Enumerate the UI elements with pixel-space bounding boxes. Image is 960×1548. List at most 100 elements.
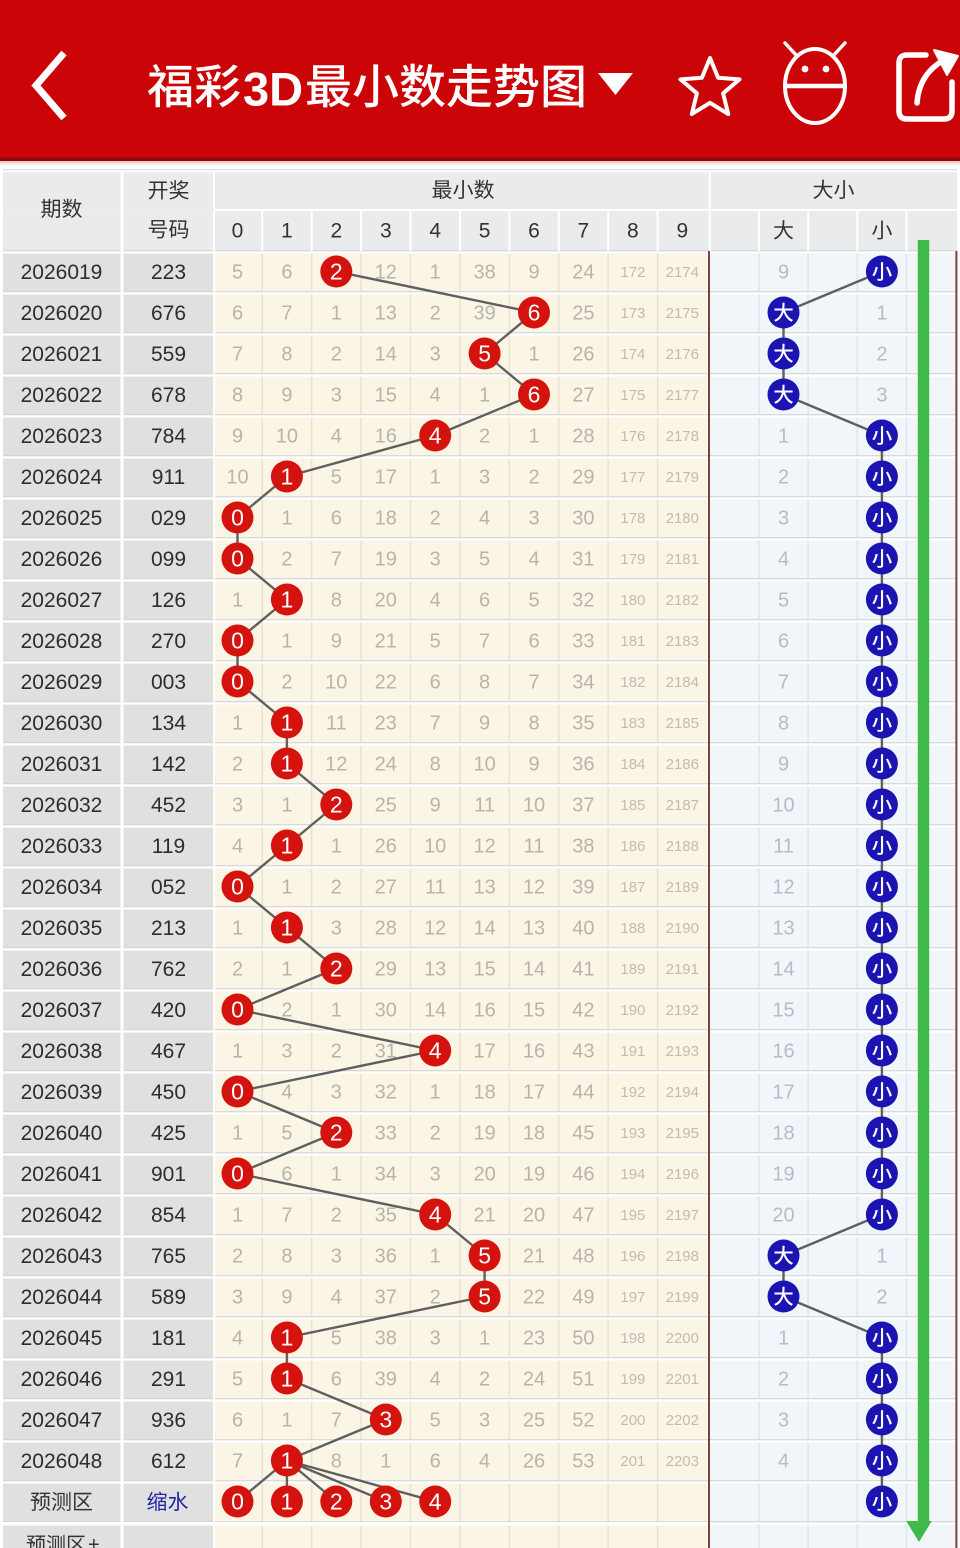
svg-text:7: 7 — [430, 713, 441, 735]
svg-text:2026031: 2026031 — [21, 753, 103, 776]
svg-text:7: 7 — [578, 220, 590, 243]
svg-text:8: 8 — [627, 220, 639, 243]
svg-text:425: 425 — [151, 1122, 186, 1145]
svg-text:6: 6 — [430, 1451, 441, 1473]
svg-text:19: 19 — [772, 1164, 794, 1186]
svg-text:2026036: 2026036 — [21, 958, 103, 981]
svg-text:2026040: 2026040 — [21, 1122, 103, 1145]
svg-text:2: 2 — [876, 344, 887, 366]
svg-text:1: 1 — [281, 915, 294, 941]
svg-text:16: 16 — [473, 1000, 495, 1022]
svg-text:052: 052 — [151, 876, 186, 899]
svg-text:15: 15 — [375, 385, 397, 407]
svg-text:5: 5 — [528, 590, 539, 612]
svg-text:186: 186 — [620, 838, 645, 855]
svg-text:2026041: 2026041 — [21, 1163, 103, 1186]
svg-text:2189: 2189 — [666, 879, 699, 896]
svg-text:1: 1 — [281, 464, 294, 490]
svg-text:3: 3 — [281, 1041, 292, 1063]
svg-text:2: 2 — [479, 426, 490, 448]
svg-text:3: 3 — [380, 220, 392, 243]
svg-text:43: 43 — [572, 1041, 594, 1063]
svg-text:2203: 2203 — [666, 1453, 699, 1470]
svg-text:14: 14 — [375, 344, 397, 366]
svg-text:7: 7 — [232, 1451, 243, 1473]
svg-text:10: 10 — [523, 795, 545, 817]
svg-text:0: 0 — [231, 505, 244, 531]
svg-text:46: 46 — [572, 1164, 594, 1186]
svg-text:2: 2 — [331, 1205, 342, 1227]
svg-text:9: 9 — [281, 1287, 292, 1309]
svg-text:28: 28 — [375, 918, 397, 940]
svg-text:173: 173 — [620, 305, 645, 322]
svg-text:126: 126 — [151, 589, 186, 612]
svg-text:179: 179 — [620, 551, 645, 568]
svg-text:14: 14 — [772, 959, 794, 981]
svg-text:12: 12 — [523, 877, 545, 899]
svg-text:26: 26 — [523, 1451, 545, 1473]
svg-text:5: 5 — [778, 590, 789, 612]
svg-text:589: 589 — [151, 1286, 186, 1309]
svg-text:32: 32 — [572, 590, 594, 612]
svg-text:32: 32 — [375, 1082, 397, 1104]
svg-text:2026030: 2026030 — [21, 712, 103, 735]
svg-text:142: 142 — [151, 753, 186, 776]
svg-text:36: 36 — [375, 1246, 397, 1268]
svg-text:22: 22 — [375, 672, 397, 694]
svg-text:8: 8 — [232, 385, 243, 407]
svg-text:2026046: 2026046 — [21, 1368, 103, 1391]
svg-text:2026035: 2026035 — [21, 917, 103, 940]
svg-text:13: 13 — [473, 877, 495, 899]
svg-text:8: 8 — [430, 754, 441, 776]
svg-text:3: 3 — [430, 1164, 441, 1186]
svg-text:13: 13 — [523, 918, 545, 940]
svg-text:9: 9 — [331, 631, 342, 653]
svg-text:2: 2 — [479, 1369, 490, 1391]
svg-text:6: 6 — [281, 1164, 292, 1186]
svg-text:2188: 2188 — [666, 838, 699, 855]
svg-text:2: 2 — [281, 1000, 292, 1022]
svg-text:6: 6 — [778, 631, 789, 653]
svg-text:6: 6 — [528, 300, 541, 326]
svg-text:5: 5 — [232, 262, 243, 284]
svg-text:119: 119 — [152, 835, 185, 858]
svg-text:1: 1 — [778, 1328, 789, 1350]
svg-text:21: 21 — [473, 1205, 495, 1227]
svg-text:16: 16 — [375, 426, 397, 448]
svg-text:187: 187 — [620, 879, 645, 896]
svg-text:6: 6 — [528, 631, 539, 653]
svg-text:8: 8 — [778, 713, 789, 735]
svg-text:15: 15 — [473, 959, 495, 981]
svg-text:5: 5 — [430, 1410, 441, 1432]
svg-text:9: 9 — [479, 713, 490, 735]
svg-text:2026047: 2026047 — [21, 1409, 103, 1432]
svg-text:676: 676 — [151, 302, 186, 325]
svg-text:0: 0 — [231, 1079, 244, 1105]
svg-text:192: 192 — [620, 1084, 645, 1101]
svg-text:784: 784 — [151, 425, 186, 448]
svg-text:2: 2 — [330, 792, 343, 818]
svg-text:1: 1 — [281, 220, 293, 243]
svg-text:15: 15 — [523, 1000, 545, 1022]
svg-text:199: 199 — [620, 1371, 645, 1388]
svg-text:190: 190 — [620, 1002, 645, 1019]
svg-text:7: 7 — [778, 672, 789, 694]
svg-text:2176: 2176 — [666, 346, 699, 363]
svg-text:3: 3 — [430, 344, 441, 366]
svg-text:1: 1 — [281, 1366, 294, 1392]
svg-text:003: 003 — [151, 671, 186, 694]
svg-text:13: 13 — [424, 959, 446, 981]
svg-text:762: 762 — [151, 958, 186, 981]
svg-text:2195: 2195 — [666, 1125, 699, 1142]
svg-text:10: 10 — [424, 836, 446, 858]
svg-text:4: 4 — [778, 549, 789, 571]
svg-text:4: 4 — [429, 423, 442, 449]
svg-text:936: 936 — [151, 1409, 186, 1432]
svg-text:467: 467 — [151, 1040, 186, 1063]
svg-text:2026037: 2026037 — [21, 999, 103, 1022]
svg-text:2178: 2178 — [666, 428, 699, 445]
svg-text:3: 3 — [479, 467, 490, 489]
svg-text:3: 3 — [876, 385, 887, 407]
svg-text:11: 11 — [425, 877, 446, 899]
svg-text:2191: 2191 — [666, 961, 699, 978]
